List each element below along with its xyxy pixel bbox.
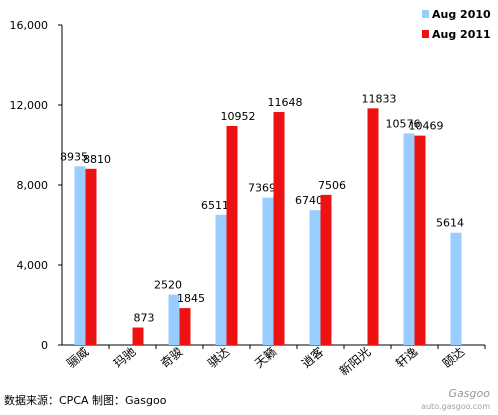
bar-aug2010 bbox=[74, 166, 86, 345]
legend-label: Aug 2011 bbox=[432, 28, 491, 41]
bar-aug2011 bbox=[179, 308, 191, 345]
bar-aug2010 bbox=[309, 210, 321, 345]
bar-aug2011 bbox=[320, 194, 332, 345]
y-tick-label: 0 bbox=[41, 339, 48, 352]
legend-label: Aug 2010 bbox=[432, 8, 491, 21]
legend-swatch bbox=[422, 10, 429, 18]
x-category-label: 玛驰 bbox=[111, 345, 138, 371]
y-tick-label: 8,000 bbox=[17, 179, 49, 192]
bar-aug2010 bbox=[168, 294, 180, 345]
data-label: 873 bbox=[134, 312, 155, 325]
data-label: 10576 bbox=[386, 117, 421, 130]
source-note: 数据来源：CPCA 制图：Gasgoo bbox=[4, 394, 167, 407]
data-label: 8935 bbox=[60, 150, 88, 163]
data-label: 2520 bbox=[154, 279, 182, 292]
data-label: 7369 bbox=[248, 182, 276, 195]
data-label: 6740 bbox=[295, 194, 323, 207]
x-category-label: 骐达 bbox=[205, 345, 232, 371]
bar-aug2011 bbox=[367, 108, 379, 345]
bar-aug2011 bbox=[273, 112, 285, 345]
x-category-label: 骊威 bbox=[64, 345, 91, 371]
data-label: 8810 bbox=[83, 153, 111, 166]
data-label: 5614 bbox=[436, 217, 464, 230]
watermark-url: auto.gasgoo.com bbox=[421, 402, 490, 411]
y-tick-label: 12,000 bbox=[10, 99, 49, 112]
bar-aug2011 bbox=[85, 168, 97, 345]
data-label: 10469 bbox=[409, 120, 444, 133]
data-label: 11648 bbox=[268, 96, 303, 109]
x-category-label: 颐达 bbox=[440, 345, 467, 371]
x-category-label: 天籁 bbox=[251, 344, 279, 371]
bar-aug2010 bbox=[215, 214, 227, 345]
watermark-logo: Gasgoo bbox=[448, 387, 490, 400]
y-tick-label: 4,000 bbox=[17, 259, 49, 272]
data-label: 7506 bbox=[318, 179, 346, 192]
data-label: 10952 bbox=[221, 110, 256, 123]
x-category-label: 奇骏 bbox=[158, 345, 185, 371]
bar-aug2010 bbox=[403, 133, 415, 345]
bar-aug2010 bbox=[262, 197, 274, 345]
y-tick-label: 16,000 bbox=[10, 19, 49, 32]
bar-aug2011 bbox=[132, 327, 144, 345]
x-category-label: 新阳光 bbox=[336, 344, 373, 379]
bar-aug2011 bbox=[226, 125, 238, 346]
x-category-label: 轩逸 bbox=[393, 345, 420, 371]
x-category-label: 逍客 bbox=[298, 344, 326, 371]
legend-swatch bbox=[422, 30, 429, 38]
bar-aug2011 bbox=[414, 135, 426, 345]
bar-aug2010 bbox=[450, 232, 462, 345]
data-label: 6511 bbox=[201, 199, 229, 212]
data-label: 1845 bbox=[177, 292, 205, 305]
data-label: 11833 bbox=[362, 92, 397, 105]
